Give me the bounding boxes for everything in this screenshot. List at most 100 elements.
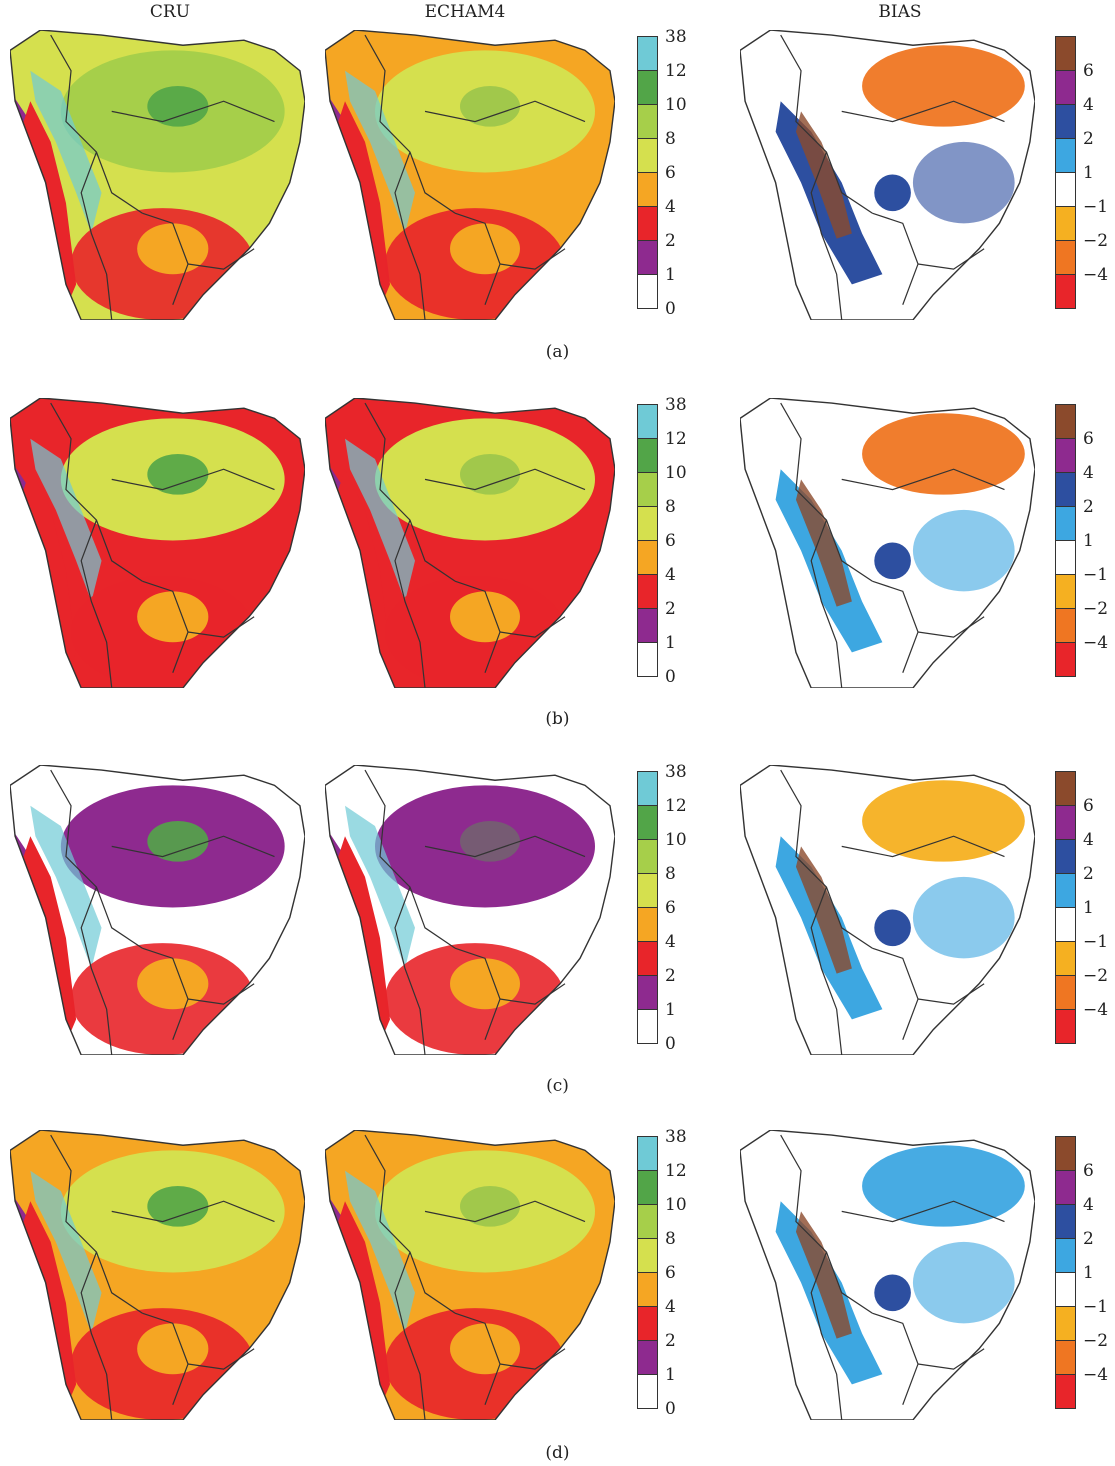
legend-bias-2: 6 4 2 1 −1 −2 −4 xyxy=(1055,771,1115,1063)
legend-abs-0-tick: 12 xyxy=(665,61,687,81)
legend-abs-2-tick: 12 xyxy=(665,796,687,816)
panel-caption: (a) xyxy=(545,342,570,362)
legend-bias-1-swatch xyxy=(1055,438,1076,473)
legend-bias-1-swatch xyxy=(1055,404,1076,439)
col-title-bias: BIAS xyxy=(878,2,922,22)
legend-bias-2-swatch xyxy=(1055,1009,1076,1044)
legend-bias-2-tick: 6 xyxy=(1083,796,1094,816)
legend-bias-2-swatch xyxy=(1055,873,1076,908)
legend-bias-2-swatch xyxy=(1055,975,1076,1010)
legend-bias-0-tick: −2 xyxy=(1083,231,1108,251)
panel-caption: (c) xyxy=(546,1076,569,1096)
legend-abs-2-tick: 0 xyxy=(665,1034,676,1054)
legend-bias-2-tick: −1 xyxy=(1083,932,1108,952)
legend-abs-1-swatch xyxy=(637,404,658,439)
legend-abs-2-tick: 1 xyxy=(665,1000,676,1020)
legend-abs-2-swatch xyxy=(637,771,658,806)
legend-bias-1-swatch xyxy=(1055,540,1076,575)
legend-bias-2-swatch xyxy=(1055,805,1076,840)
legend-bias-3-tick: 2 xyxy=(1083,1229,1094,1249)
legend-abs-1-tick: 4 xyxy=(665,565,676,585)
echam4-map-3 xyxy=(325,1130,615,1420)
legend-abs-1-tick: 0 xyxy=(665,667,676,687)
legend-bias-1-swatch xyxy=(1055,642,1076,677)
legend-abs-3-tick: 6 xyxy=(665,1263,676,1283)
legend-abs-0: 38 12 10 8 6 4 2 1 0 xyxy=(637,27,707,328)
legend-bias-2-swatch xyxy=(1055,839,1076,874)
legend-abs-3-swatch xyxy=(637,1374,658,1409)
legend-bias-1-tick: −2 xyxy=(1083,599,1108,619)
legend-bias-0-swatch xyxy=(1055,206,1076,241)
legend-abs-1-tick: 8 xyxy=(665,497,676,517)
cru-map-3 xyxy=(10,1130,305,1420)
legend-abs-3-tick: 8 xyxy=(665,1229,676,1249)
legend-bias-3-swatch xyxy=(1055,1238,1076,1273)
legend-bias-3-swatch xyxy=(1055,1136,1076,1171)
legend-bias-1-tick: 4 xyxy=(1083,463,1094,483)
legend-bias-0: 6 4 2 1 −1 −2 −4 xyxy=(1055,36,1115,328)
legend-abs-2-swatch xyxy=(637,873,658,908)
legend-bias-0-tick: −4 xyxy=(1083,265,1108,285)
bias-map-0 xyxy=(740,30,1035,320)
cru-map-2 xyxy=(10,765,305,1055)
legend-abs-3-tick: 2 xyxy=(665,1331,676,1351)
echam4-map-0 xyxy=(325,30,615,320)
legend-abs-1-swatch xyxy=(637,574,658,609)
legend-bias-1-tick: −4 xyxy=(1083,633,1108,653)
legend-bias-3-tick: 6 xyxy=(1083,1161,1094,1181)
legend-abs-1-swatch xyxy=(637,438,658,473)
panel-caption: (b) xyxy=(545,709,570,729)
legend-abs-2-swatch xyxy=(637,941,658,976)
legend-abs-1-tick: 6 xyxy=(665,531,676,551)
legend-bias-0-tick: 6 xyxy=(1083,61,1094,81)
legend-abs-0-swatch xyxy=(637,172,658,207)
legend-bias-0-tick: 1 xyxy=(1083,163,1094,183)
legend-abs-3-swatch xyxy=(637,1170,658,1205)
legend-bias-3-tick: 1 xyxy=(1083,1263,1094,1283)
legend-abs-0-tick: 1 xyxy=(665,265,676,285)
legend-abs-3-swatch xyxy=(637,1238,658,1273)
legend-abs-2-tick: 2 xyxy=(665,966,676,986)
legend-abs-3-swatch xyxy=(637,1306,658,1341)
legend-bias-3: 6 4 2 1 −1 −2 −4 xyxy=(1055,1136,1115,1428)
legend-bias-3-tick: −2 xyxy=(1083,1331,1108,1351)
legend-bias-3-swatch xyxy=(1055,1272,1076,1307)
legend-abs-0-tick: 4 xyxy=(665,197,676,217)
legend-bias-3-swatch xyxy=(1055,1204,1076,1239)
legend-bias-0-tick: 2 xyxy=(1083,129,1094,149)
legend-abs-0-swatch xyxy=(637,240,658,275)
bias-map-2 xyxy=(740,765,1035,1055)
legend-bias-0-swatch xyxy=(1055,172,1076,207)
legend-abs-0-swatch xyxy=(637,274,658,309)
legend-bias-1-tick: 1 xyxy=(1083,531,1094,551)
legend-bias-0-tick: −1 xyxy=(1083,197,1108,217)
legend-abs-1-tick: 12 xyxy=(665,429,687,449)
legend-abs-2-tick: 4 xyxy=(665,932,676,952)
legend-abs-3-tick: 0 xyxy=(665,1399,676,1419)
cru-map-1 xyxy=(10,398,305,688)
legend-abs-3-tick: 1 xyxy=(665,1365,676,1385)
legend-bias-2-tick: −2 xyxy=(1083,966,1108,986)
bias-map-1 xyxy=(740,398,1035,688)
legend-bias-1-tick: 6 xyxy=(1083,429,1094,449)
legend-bias-3-swatch xyxy=(1055,1306,1076,1341)
legend-abs-3: 38 12 10 8 6 4 2 1 0 xyxy=(637,1127,707,1428)
legend-bias-1-swatch xyxy=(1055,574,1076,609)
legend-abs-0-swatch xyxy=(637,36,658,71)
legend-abs-0-tick: 8 xyxy=(665,129,676,149)
legend-abs-1-swatch xyxy=(637,540,658,575)
legend-abs-1-swatch xyxy=(637,642,658,677)
legend-abs-1-swatch xyxy=(637,472,658,507)
legend-abs-1-swatch xyxy=(637,506,658,541)
legend-abs-0-swatch xyxy=(637,138,658,173)
panel-caption: (d) xyxy=(545,1443,570,1463)
legend-abs-2-tick: 6 xyxy=(665,898,676,918)
legend-abs-2-tick: 38 xyxy=(665,762,687,782)
legend-bias-1-swatch xyxy=(1055,608,1076,643)
legend-bias-1-swatch xyxy=(1055,472,1076,507)
legend-bias-0-swatch xyxy=(1055,138,1076,173)
legend-bias-0-swatch xyxy=(1055,274,1076,309)
legend-bias-3-swatch xyxy=(1055,1374,1076,1409)
legend-abs-0-tick: 2 xyxy=(665,231,676,251)
legend-bias-0-swatch xyxy=(1055,104,1076,139)
